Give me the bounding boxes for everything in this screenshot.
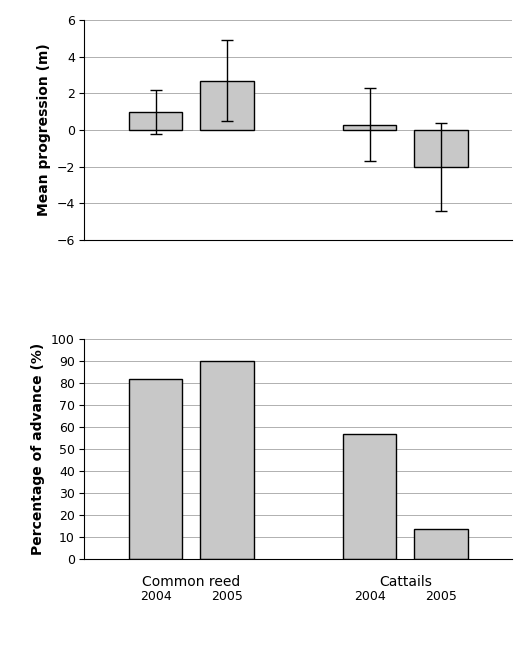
Text: 2004: 2004 [354,590,385,603]
Y-axis label: Mean progression (m): Mean progression (m) [37,44,51,216]
Bar [414,529,468,559]
Bar [129,379,183,559]
Bar [343,125,397,130]
Text: 2004: 2004 [140,590,172,603]
Text: Common reed: Common reed [142,575,241,589]
Bar [200,81,254,130]
Bar [129,112,183,130]
Text: Cattails: Cattails [379,575,432,589]
Bar [200,361,254,559]
Bar [414,130,468,166]
Text: 2005: 2005 [211,590,243,603]
Text: 2005: 2005 [425,590,457,603]
Bar [343,434,397,559]
Y-axis label: Percentage of advance (%): Percentage of advance (%) [31,343,45,555]
